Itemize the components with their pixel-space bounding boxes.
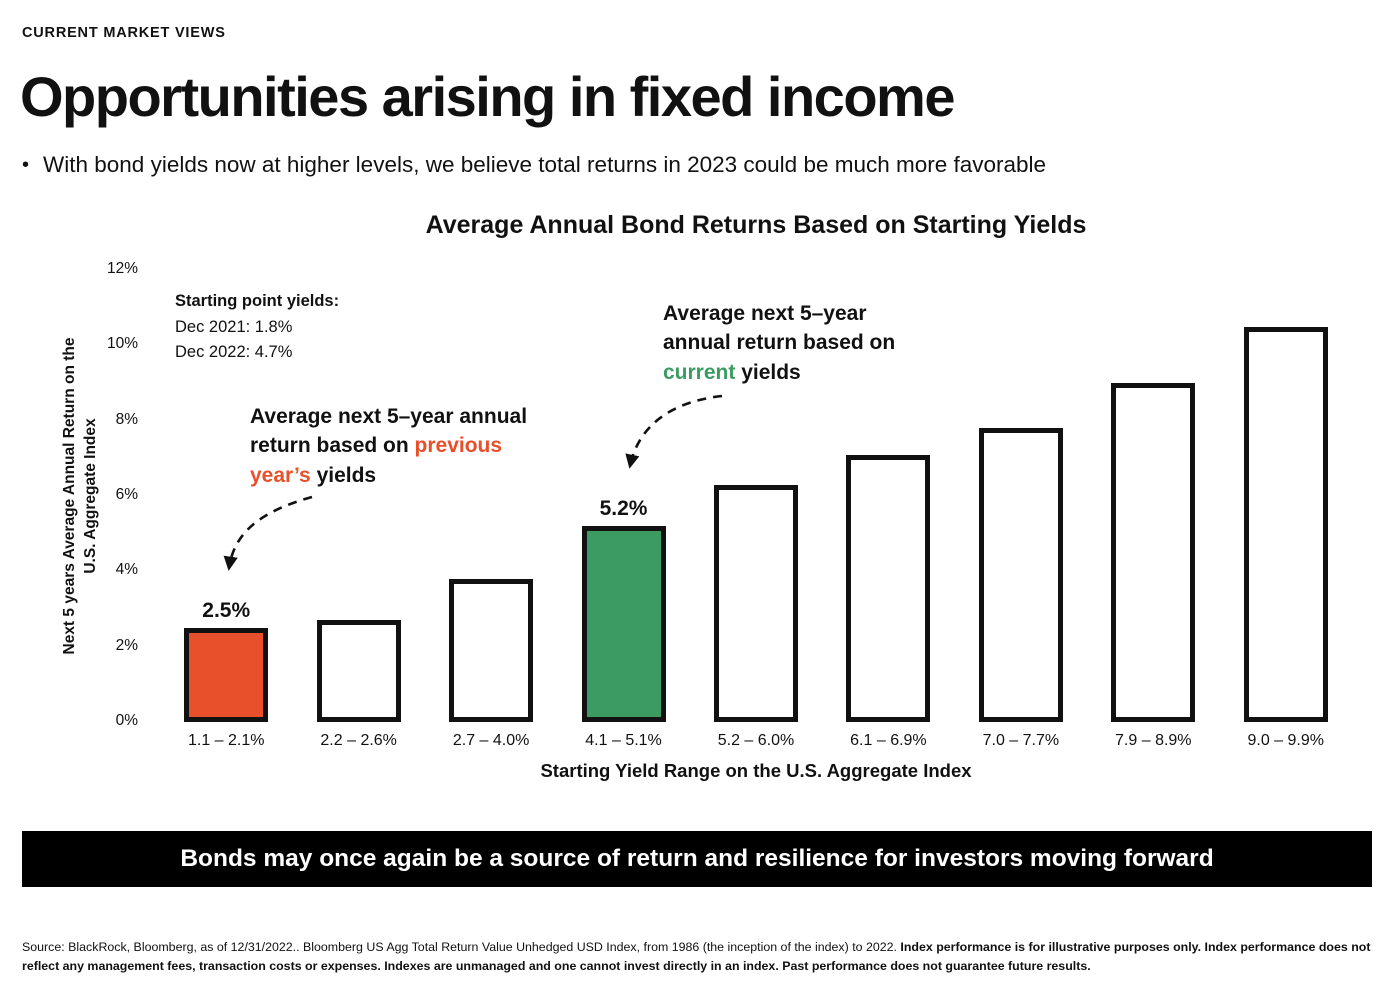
subtitle-text: With bond yields now at higher levels, w… bbox=[43, 152, 1047, 177]
bar-slot bbox=[425, 270, 557, 722]
y-tick-label: 10% bbox=[106, 335, 138, 353]
bar bbox=[978, 428, 1063, 722]
bar-slot: 5.2% bbox=[557, 270, 689, 722]
y-tick-label: 2% bbox=[115, 636, 138, 654]
source-footnote: Source: BlackRock, Bloomberg, as of 12/3… bbox=[22, 938, 1374, 976]
x-axis-ticks: 1.1 – 2.1% 2.2 – 2.6% 2.7 – 4.0% 4.1 – 5.1%… bbox=[160, 732, 1352, 750]
x-tick-label: 9.0 – 9.9% bbox=[1247, 732, 1324, 749]
chart-title: Average Annual Bond Returns Based on Sta… bbox=[425, 211, 1087, 239]
bar bbox=[846, 454, 931, 722]
bar bbox=[449, 578, 534, 722]
takeaway-banner-text: Bonds may once again be a source of retu… bbox=[180, 845, 1214, 872]
x-tick-label: 7.0 – 7.7% bbox=[982, 732, 1060, 749]
current-yields-annotation: Average next 5–year annual return based … bbox=[663, 299, 923, 387]
previous-yields-annotation: Average next 5–year annual return based … bbox=[250, 402, 545, 490]
bar-slot bbox=[292, 270, 424, 722]
bar bbox=[713, 484, 798, 722]
current-yields-post: yields bbox=[735, 360, 801, 384]
bar-chart-plot-area: 2.5% 5.2% bbox=[160, 270, 1352, 722]
x-tick-label: 6.1 – 6.9% bbox=[850, 732, 927, 749]
source-footnote-bold: Index performance is for illustrative pu… bbox=[22, 940, 1371, 974]
previous-yields-highlight: previous year’s bbox=[250, 434, 503, 487]
source-footnote-regular: Source: BlackRock, Bloomberg, as of 12/3… bbox=[22, 940, 901, 954]
bar-value-label: 5.2% bbox=[599, 497, 648, 521]
bar bbox=[1111, 383, 1196, 722]
bar-slot: 2.5% bbox=[160, 270, 292, 722]
y-tick-label: 6% bbox=[115, 486, 138, 503]
x-tick-label: 2.2 – 2.6% bbox=[320, 732, 397, 749]
starting-yields-heading: Starting point yields: bbox=[175, 292, 340, 310]
takeaway-banner: Bonds may once again be a source of retu… bbox=[22, 831, 1372, 887]
x-tick-label: 1.1 – 2.1% bbox=[187, 732, 265, 749]
bar bbox=[184, 627, 269, 722]
bar-slot bbox=[822, 270, 954, 722]
x-tick-label: 4.1 – 5.1% bbox=[585, 732, 662, 749]
x-tick-label: 2.7 – 4.0% bbox=[452, 732, 530, 749]
bar bbox=[581, 526, 666, 722]
bar bbox=[316, 620, 401, 722]
x-axis-label: Starting Yield Range on the U.S. Aggrega… bbox=[540, 760, 972, 781]
current-yields-highlight: current bbox=[663, 360, 736, 384]
y-tick-label: 8% bbox=[115, 410, 138, 428]
bar-slot bbox=[690, 270, 822, 722]
page-title: Opportunities arising in fixed income bbox=[20, 65, 955, 128]
previous-yields-pre: Average next 5–year annual return based … bbox=[250, 405, 528, 458]
eyebrow-label: CURRENT MARKET VIEWS bbox=[22, 25, 226, 41]
bar-slot bbox=[1220, 270, 1352, 722]
x-tick-label: 7.9 – 8.9% bbox=[1115, 732, 1192, 749]
bar-slot bbox=[1087, 270, 1219, 722]
y-tick-label: 12% bbox=[106, 260, 138, 277]
bar-value-label: 2.5% bbox=[202, 598, 251, 622]
previous-yields-post: yields bbox=[310, 463, 377, 487]
bar bbox=[1243, 326, 1328, 722]
subtitle-bullet: • With bond yields now at higher levels, … bbox=[22, 152, 1322, 178]
starting-yields-line2: Dec 2022: 4.7% bbox=[175, 343, 293, 362]
current-yields-pre: Average next 5–year annual return based … bbox=[663, 302, 896, 355]
y-axis-label-line1: Next 5 years Average Annual Return on th… bbox=[61, 337, 78, 655]
y-tick-label: 0% bbox=[115, 712, 138, 729]
bullet-marker: • bbox=[22, 154, 30, 176]
y-axis-ticks: 0% 2% 4% 6% 8% 10% 12% bbox=[88, 260, 146, 729]
bar-slot bbox=[955, 270, 1087, 722]
starting-yields-line1: Dec 2021: 1.8% bbox=[175, 317, 293, 336]
starting-yields-annotation: Starting point yields: Dec 2021: 1.8% De… bbox=[175, 289, 339, 366]
x-tick-label: 5.2 – 6.0% bbox=[717, 732, 795, 749]
y-tick-label: 4% bbox=[115, 561, 138, 579]
